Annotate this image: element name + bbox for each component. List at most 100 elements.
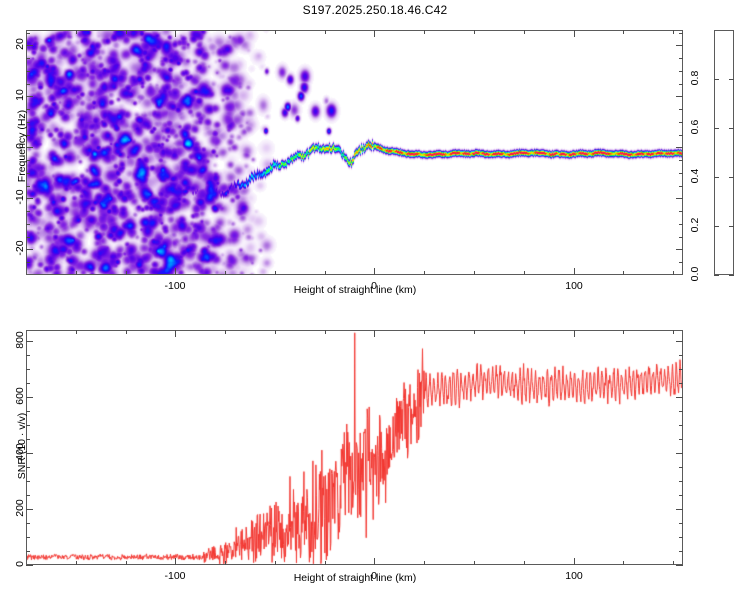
axis-tick [676,249,683,250]
axis-tick [679,135,683,136]
y-tick-label: 800 [14,331,26,349]
snr-panel [26,330,683,565]
axis-tick [676,397,683,398]
axis-tick [673,271,674,275]
axis-tick [424,271,425,275]
axis-tick [679,551,683,552]
snr-canvas [26,330,683,565]
snr-y-axis-label: SNR (10 · v/v) [16,412,28,480]
axis-tick [424,330,425,334]
axis-tick [474,30,475,34]
axis-tick [126,330,127,334]
axis-tick [574,558,575,565]
axis-tick [679,224,683,225]
x-tick-label: 100 [565,570,583,582]
axis-tick [679,33,683,34]
y-tick-label: -20 [14,240,26,256]
axis-tick [679,439,683,440]
axis-tick [679,122,683,123]
axis-tick [275,30,276,34]
axis-tick [574,268,575,275]
axis-tick [679,425,683,426]
axis-tick [676,45,683,46]
snr-plot-area[interactable] [26,330,683,565]
axis-tick [26,122,30,123]
axis-tick [26,147,33,148]
axis-tick [679,173,683,174]
axis-tick [126,271,127,275]
axis-tick [679,523,683,524]
colorbar-tick-label: 0.6 [689,119,701,135]
x-tick-label: 0 [371,570,377,582]
axis-tick [679,467,683,468]
axis-tick [26,224,30,225]
axis-tick [26,523,30,524]
axis-tick [623,330,624,334]
axis-tick [26,173,30,174]
axis-tick [623,271,624,275]
axis-tick [679,71,683,72]
axis-tick [524,330,525,334]
axis-tick [574,30,575,37]
spectrogram-y-axis-label: Frequency (Hz) [16,109,28,183]
axis-tick [126,30,127,34]
axis-tick [676,565,683,566]
axis-tick [26,33,30,34]
axis-tick [76,271,77,275]
axis-tick [679,537,683,538]
axis-tick [26,481,30,482]
axis-tick [679,355,683,356]
axis-tick [679,411,683,412]
axis-tick [374,30,375,37]
axis-tick [374,268,375,275]
axis-tick [275,271,276,275]
axis-tick [474,330,475,334]
axis-tick [26,84,30,85]
axis-tick [26,551,30,552]
axis-tick [26,439,30,440]
axis-tick [26,383,30,384]
axis-tick [26,565,33,566]
axis-tick [175,330,176,337]
axis-tick [325,561,326,565]
axis-tick [126,561,127,565]
axis-tick [729,275,734,276]
axis-tick [26,467,30,468]
axis-tick [26,397,33,398]
x-tick-label: -100 [164,280,186,292]
axis-tick [26,425,30,426]
colorbar-tick-label: 0.0 [689,266,701,282]
axis-tick [26,355,30,356]
axis-tick [679,481,683,482]
axis-tick [26,509,33,510]
axis-tick [474,271,475,275]
axis-tick [26,96,33,97]
axis-tick [729,226,734,227]
axis-tick [374,558,375,565]
axis-tick [714,275,719,276]
spectrogram-plot-area[interactable] [26,30,683,275]
axis-tick [729,79,734,80]
axis-tick [26,453,33,454]
axis-tick [524,271,525,275]
colorbar-gradient [715,31,733,274]
axis-tick [673,330,674,334]
axis-tick [26,135,30,136]
snr-frame [26,330,683,565]
spectrogram-canvas [26,30,683,275]
axis-tick [679,383,683,384]
axis-tick [26,45,33,46]
axis-tick [679,369,683,370]
colorbar-tick-label: 0.2 [689,217,701,233]
axis-tick [714,79,719,80]
axis-tick [474,561,475,565]
axis-tick [325,30,326,34]
axis-tick [26,411,30,412]
axis-tick [424,561,425,565]
axis-tick [424,30,425,34]
axis-tick [679,495,683,496]
colorbar-tick-label: 0.4 [689,168,701,184]
axis-tick [26,262,30,263]
axis-tick [729,177,734,178]
